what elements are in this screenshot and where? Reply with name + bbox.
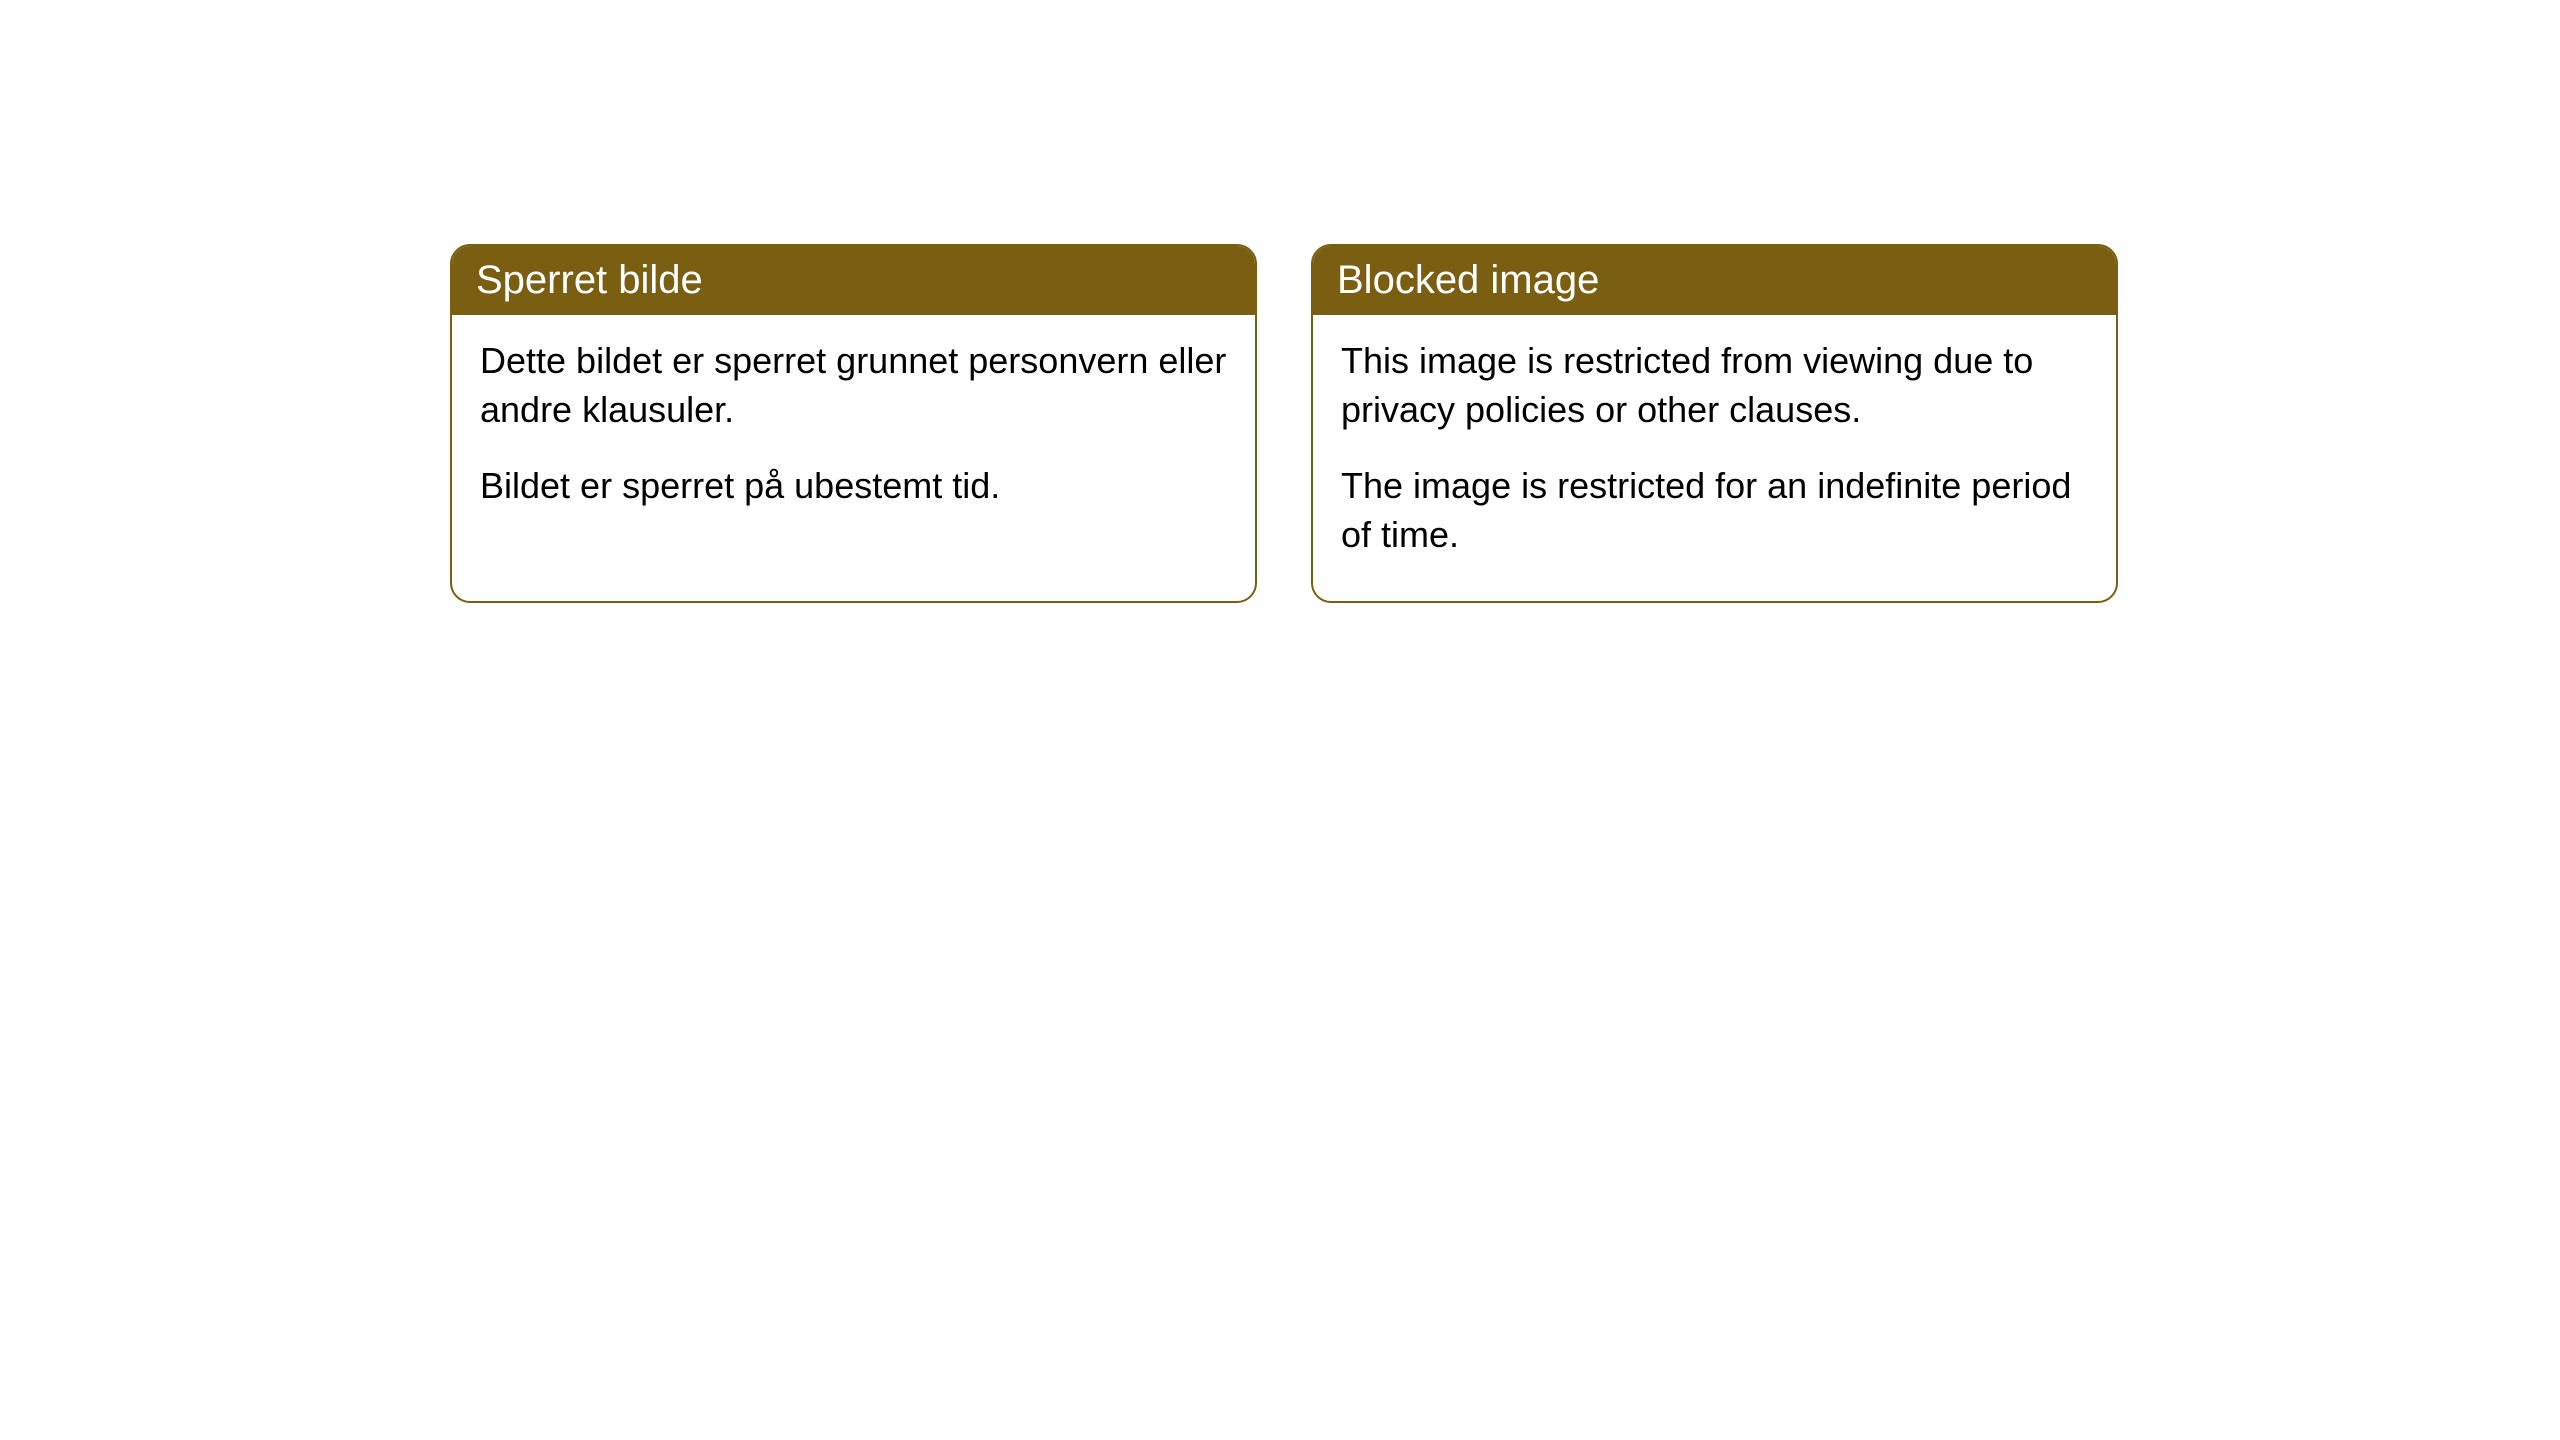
card-paragraph: Dette bildet er sperret grunnet personve… — [480, 337, 1227, 434]
card-paragraph: The image is restricted for an indefinit… — [1341, 462, 2088, 559]
card-paragraph: Bildet er sperret på ubestemt tid. — [480, 462, 1227, 511]
card-container: Sperret bilde Dette bildet er sperret gr… — [0, 0, 2560, 603]
card-body: This image is restricted from viewing du… — [1313, 315, 2116, 601]
card-title: Sperret bilde — [476, 258, 703, 302]
card-header: Sperret bilde — [452, 246, 1255, 315]
card-header: Blocked image — [1313, 246, 2116, 315]
blocked-image-card-norwegian: Sperret bilde Dette bildet er sperret gr… — [450, 244, 1257, 603]
card-paragraph: This image is restricted from viewing du… — [1341, 337, 2088, 434]
blocked-image-card-english: Blocked image This image is restricted f… — [1311, 244, 2118, 603]
card-body: Dette bildet er sperret grunnet personve… — [452, 315, 1255, 553]
card-title: Blocked image — [1337, 258, 1599, 302]
